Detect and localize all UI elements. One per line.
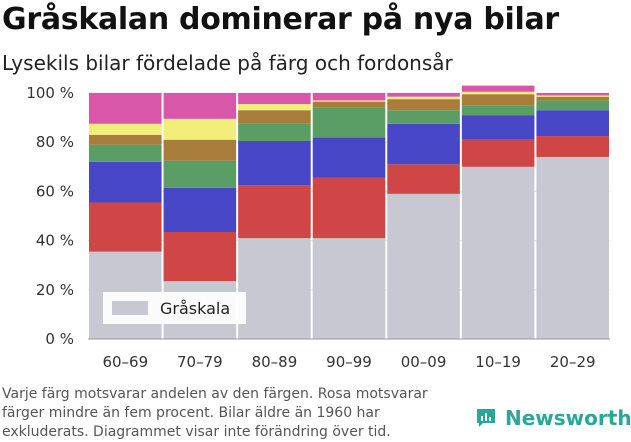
bar-segment bbox=[238, 110, 311, 124]
bar-segment bbox=[387, 99, 460, 111]
bar-segment bbox=[536, 136, 609, 157]
bar-segment bbox=[312, 137, 386, 178]
bar-segment bbox=[461, 91, 535, 95]
footnote-line: färger mindre än fem procent. Bilar äldr… bbox=[2, 405, 380, 421]
x-tick-label: 10–19 bbox=[475, 353, 521, 371]
bar-segment bbox=[89, 161, 162, 203]
bar-segment bbox=[312, 238, 386, 339]
bar-segment bbox=[312, 100, 386, 102]
bar-segment bbox=[536, 100, 609, 111]
bar-segment bbox=[312, 101, 386, 108]
bar-segment bbox=[238, 238, 311, 339]
bar-segment bbox=[238, 93, 311, 105]
x-tick-label: 60–69 bbox=[102, 353, 148, 371]
bar-segment bbox=[387, 93, 460, 97]
brand-name: Newsworthy bbox=[505, 406, 631, 430]
bar-segment bbox=[163, 231, 237, 282]
x-tick-label: 90–99 bbox=[326, 353, 372, 371]
y-tick-label: 20 % bbox=[36, 281, 74, 299]
bar-segment bbox=[536, 96, 609, 101]
bar-segment bbox=[163, 93, 237, 119]
y-tick-label: 60 % bbox=[36, 182, 74, 200]
bar-segment bbox=[89, 93, 162, 124]
stacked-bar-chart: 0 % 20 % 40 % 60 % 80 % 100 % 60–69 70–79 80–89 9… bbox=[26, 84, 610, 371]
footnote: Varje färg motsvarar andelen av den färg… bbox=[2, 385, 472, 442]
bar-segment bbox=[387, 193, 460, 339]
legend-label: Gråskala bbox=[160, 299, 230, 318]
bar-segment bbox=[89, 134, 162, 145]
bar-segment bbox=[163, 160, 237, 188]
footnote-line: exkluderats. Diagrammet visar inte förän… bbox=[2, 424, 391, 440]
bar-segment bbox=[312, 107, 386, 138]
brand-logo: Newsworthy bbox=[475, 406, 631, 430]
bar-segment bbox=[536, 93, 609, 96]
bar-segment bbox=[461, 94, 535, 106]
x-tick-label: 70–79 bbox=[177, 353, 223, 371]
bar-segment bbox=[461, 105, 535, 116]
bar-segment bbox=[238, 104, 311, 111]
bar-segment bbox=[163, 187, 237, 232]
bar-segment bbox=[461, 115, 535, 140]
bar-segment bbox=[89, 202, 162, 252]
bar-segment bbox=[461, 139, 535, 167]
x-tick-label: 80–89 bbox=[252, 353, 298, 371]
newsworthy-bar-chart-icon bbox=[477, 409, 495, 427]
legend-swatch bbox=[112, 301, 148, 315]
bar-segment bbox=[238, 185, 311, 239]
y-tick-label: 40 % bbox=[36, 232, 74, 250]
bar-segment bbox=[387, 110, 460, 124]
bar-segment bbox=[89, 144, 162, 162]
chart-subtitle: Lysekils bilar fördelade på färg och for… bbox=[2, 51, 453, 75]
bar-segment bbox=[89, 123, 162, 135]
bar-segment bbox=[238, 140, 311, 186]
bar-segment bbox=[387, 96, 460, 100]
x-tick-label: 20–29 bbox=[550, 353, 596, 371]
y-tick-label: 80 % bbox=[36, 133, 74, 151]
y-tick-label: 0 % bbox=[45, 330, 74, 348]
bar-segment bbox=[163, 118, 237, 140]
bar-segment bbox=[387, 123, 460, 165]
footnote-line: Varje färg motsvarar andelen av den färg… bbox=[2, 386, 428, 402]
y-tick-label: 100 % bbox=[26, 84, 74, 102]
bar-segment bbox=[461, 166, 535, 339]
x-tick-label: 00–09 bbox=[401, 353, 447, 371]
bar-segment bbox=[163, 139, 237, 161]
bar-segment bbox=[536, 95, 609, 97]
bar-segment bbox=[387, 164, 460, 194]
bar-segment bbox=[312, 177, 386, 239]
bar-segment bbox=[238, 123, 311, 141]
bar-segment bbox=[461, 85, 535, 92]
bar-segment bbox=[536, 110, 609, 137]
chart-title: Gråskalan dominerar på nya bilar bbox=[2, 2, 559, 37]
bar-segment bbox=[536, 156, 609, 339]
bar-segment bbox=[312, 93, 386, 101]
